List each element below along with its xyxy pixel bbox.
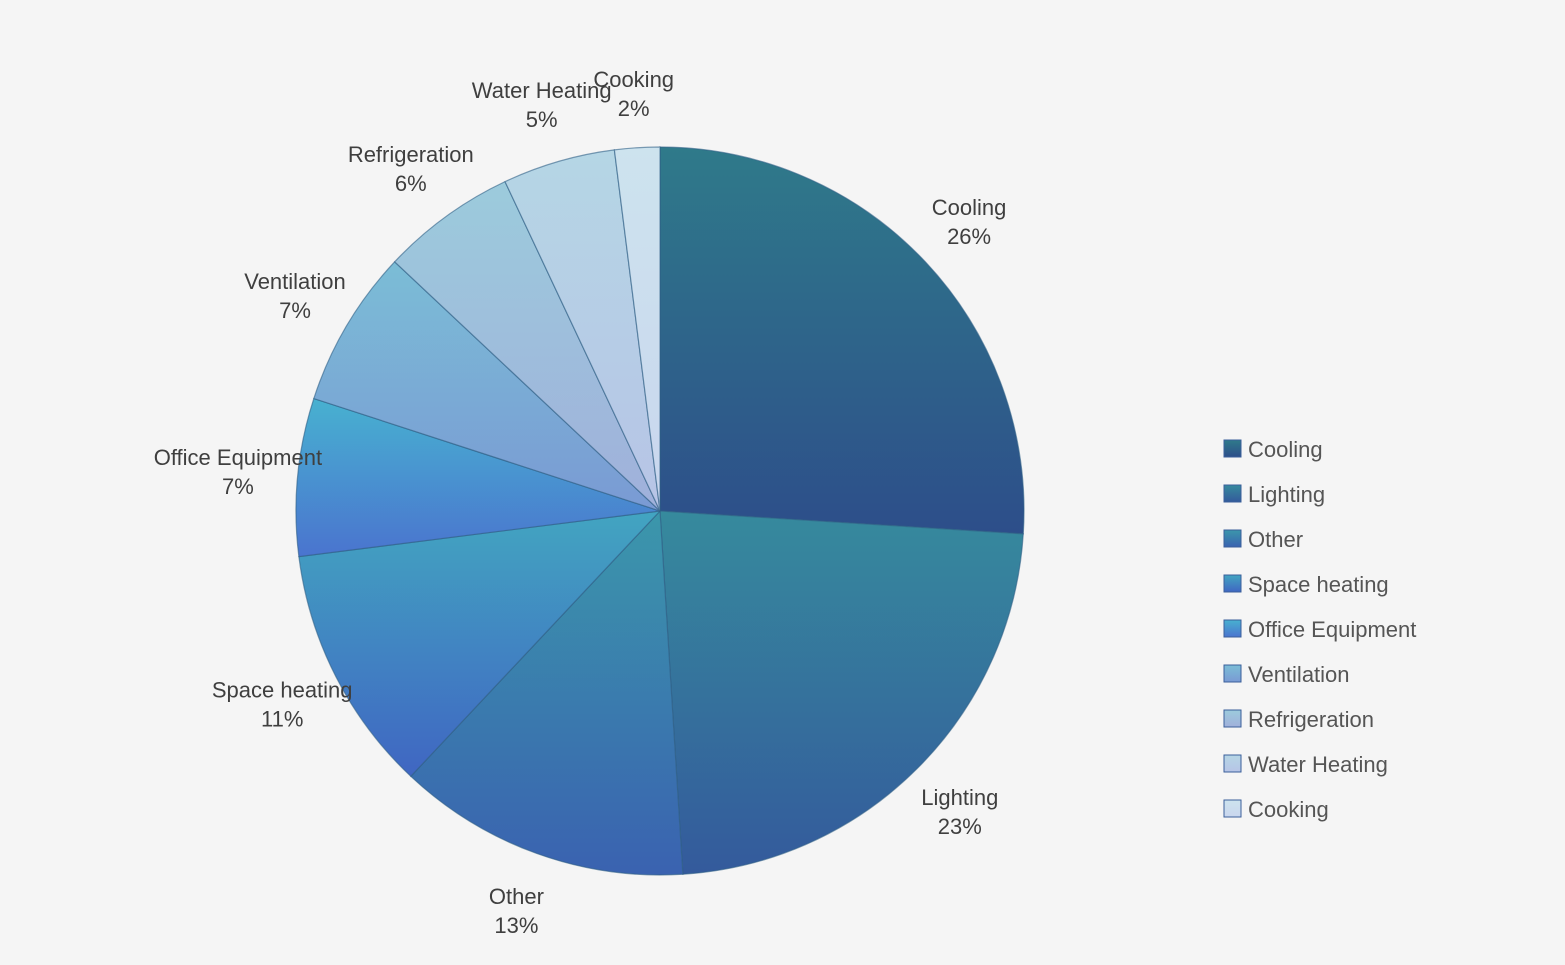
slice-ventilation — [313, 260, 661, 512]
slice-cooling — [659, 146, 1025, 535]
slice-office-equipment — [295, 397, 661, 558]
legend-label-water-heating: Water Heating — [1248, 752, 1388, 777]
legend-label-space-heating: Space heating — [1248, 572, 1389, 597]
legend-swatch-refrigeration — [1223, 709, 1242, 728]
slice-value-space-heating: 11% — [261, 707, 303, 732]
legend-label-office-equipment: Office Equipment — [1248, 617, 1416, 642]
slice-refrigeration — [393, 180, 661, 512]
slice-value-ventilation: 7% — [279, 298, 311, 323]
legend-swatch-other — [1223, 529, 1242, 548]
legend-swatch-office-equipment — [1223, 619, 1242, 638]
slice-label-lighting: Lighting — [921, 785, 998, 810]
slice-label-refrigeration: Refrigeration — [348, 142, 474, 167]
legend-swatch-space-heating — [1223, 574, 1242, 593]
slice-label-other: Other — [489, 884, 544, 909]
legend-label-ventilation: Ventilation — [1248, 662, 1350, 687]
legend: Cooling Lighting Other Space heating Office … — [1223, 437, 1416, 822]
slice-space-heating — [298, 510, 662, 778]
legend-swatch-cooling — [1223, 439, 1242, 458]
legend-label-refrigeration: Refrigeration — [1248, 707, 1374, 732]
slice-label-cooling: Cooling — [932, 195, 1007, 220]
pie-slices — [295, 146, 1025, 876]
slice-value-office-equipment: 7% — [222, 474, 254, 499]
slice-labels: Cooling 26% Lighting 23% Other 13% Space heati… — [154, 67, 1007, 938]
slice-label-space-heating: Space heating — [212, 678, 353, 703]
slice-value-lighting: 23% — [938, 814, 982, 839]
slice-lighting — [659, 510, 1024, 875]
slice-value-refrigeration: 6% — [395, 171, 427, 196]
legend-swatch-lighting — [1223, 484, 1242, 503]
slice-value-cooking: 2% — [618, 96, 650, 121]
legend-swatch-ventilation — [1223, 664, 1242, 683]
slice-label-ventilation: Ventilation — [244, 269, 346, 294]
slice-cooking — [613, 146, 661, 512]
legend-label-other: Other — [1248, 527, 1303, 552]
slice-value-other: 13% — [494, 913, 538, 938]
slice-label-cooking: Cooking — [593, 67, 674, 92]
legend-swatch-cooking — [1223, 799, 1242, 818]
legend-label-cooking: Cooking — [1248, 797, 1329, 822]
slice-label-water-heating: Water Heating — [472, 78, 612, 103]
legend-label-lighting: Lighting — [1248, 482, 1325, 507]
legend-label-cooling: Cooling — [1248, 437, 1323, 462]
slice-value-water-heating: 5% — [526, 107, 558, 132]
slice-other — [409, 509, 684, 876]
slice-label-office-equipment: Office Equipment — [154, 445, 322, 470]
legend-swatch-water-heating — [1223, 754, 1242, 773]
slice-value-cooling: 26% — [947, 224, 991, 249]
